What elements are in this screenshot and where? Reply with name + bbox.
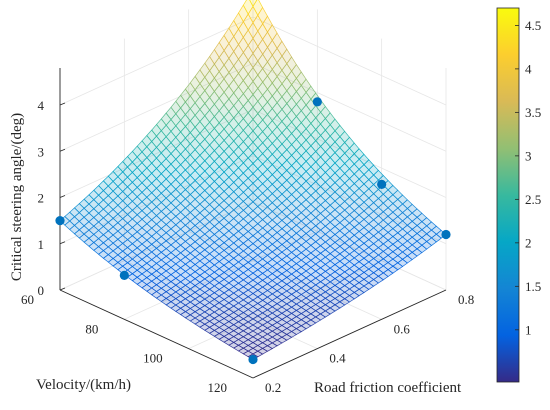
z-tick-label: 1 xyxy=(38,237,45,252)
colorbar-tick-label: 2 xyxy=(525,235,532,250)
z-tick-mark xyxy=(59,148,66,152)
data-point xyxy=(312,97,322,107)
z-tick-mark xyxy=(59,102,66,106)
z-tick-mark xyxy=(59,241,66,245)
data-point xyxy=(248,354,258,365)
colorbar-tick-label: 3 xyxy=(525,148,532,163)
grid-line xyxy=(59,201,254,291)
surface-mesh xyxy=(59,0,447,360)
axes-grid xyxy=(59,0,447,379)
x-tick-label: 60 xyxy=(21,292,34,307)
colorbar: 1 1.5 2 2.5 3 3.5 4 4.5 xyxy=(496,7,541,383)
z-tick-label: 0 xyxy=(38,283,45,298)
grid-line xyxy=(124,230,318,320)
grid-line xyxy=(188,230,382,320)
colorbar-tick-label: 3.5 xyxy=(525,105,541,120)
colorbar-tick-label: 2.5 xyxy=(525,192,541,207)
grid-line xyxy=(252,109,447,198)
x-axis-label: Velocity/(km/h) xyxy=(36,377,131,393)
data-point xyxy=(441,229,451,240)
data-point xyxy=(55,216,65,226)
y-tick-label: 0.4 xyxy=(329,351,346,366)
z-tick-mark xyxy=(59,195,66,198)
data-point xyxy=(119,270,129,280)
grid-line xyxy=(252,62,447,152)
colorbar-ticks: 1 1.5 2 2.5 3 3.5 4 4.5 xyxy=(515,18,541,337)
x-tick-label: 80 xyxy=(85,321,98,336)
y-tick-label: 0.2 xyxy=(265,380,281,395)
z-tick-label: 4 xyxy=(38,98,45,113)
grid-line xyxy=(59,16,254,106)
axis-ticks: 0 1 2 3 4 60 80 100 120 0.2 0.4 0.6 0.8 xyxy=(21,98,474,395)
data-points xyxy=(55,97,451,365)
colorbar-tick-label: 1 xyxy=(525,322,532,337)
x-tick-label: 120 xyxy=(208,380,228,395)
colorbar-tick-label: 4.5 xyxy=(525,18,541,33)
grid-line xyxy=(124,260,318,350)
y-axis-label: Road friction coefficient xyxy=(314,380,462,396)
data-point xyxy=(377,179,387,189)
grid-line xyxy=(59,155,254,245)
y-tick-label: 0.6 xyxy=(394,321,411,336)
z-tick-mark xyxy=(59,287,66,291)
colorbar-gradient xyxy=(496,7,520,383)
grid-line xyxy=(252,155,447,245)
grid-line xyxy=(59,109,254,198)
z-tick-label: 3 xyxy=(38,144,45,159)
surface-cell xyxy=(249,0,258,8)
grid-line xyxy=(252,201,447,291)
x-tick-label: 100 xyxy=(143,351,163,366)
y-axis-line xyxy=(252,289,447,379)
colorbar-tick-label: 4 xyxy=(525,61,532,76)
grid-line xyxy=(59,62,254,152)
grid-line xyxy=(252,16,447,106)
y-tick-label: 0.8 xyxy=(458,292,474,307)
colorbar-tick-label: 1.5 xyxy=(525,279,541,294)
z-axis-label: Critical steering angle/(deg) xyxy=(9,113,25,281)
z-tick-label: 2 xyxy=(38,191,45,206)
x-axis-line xyxy=(59,289,254,379)
